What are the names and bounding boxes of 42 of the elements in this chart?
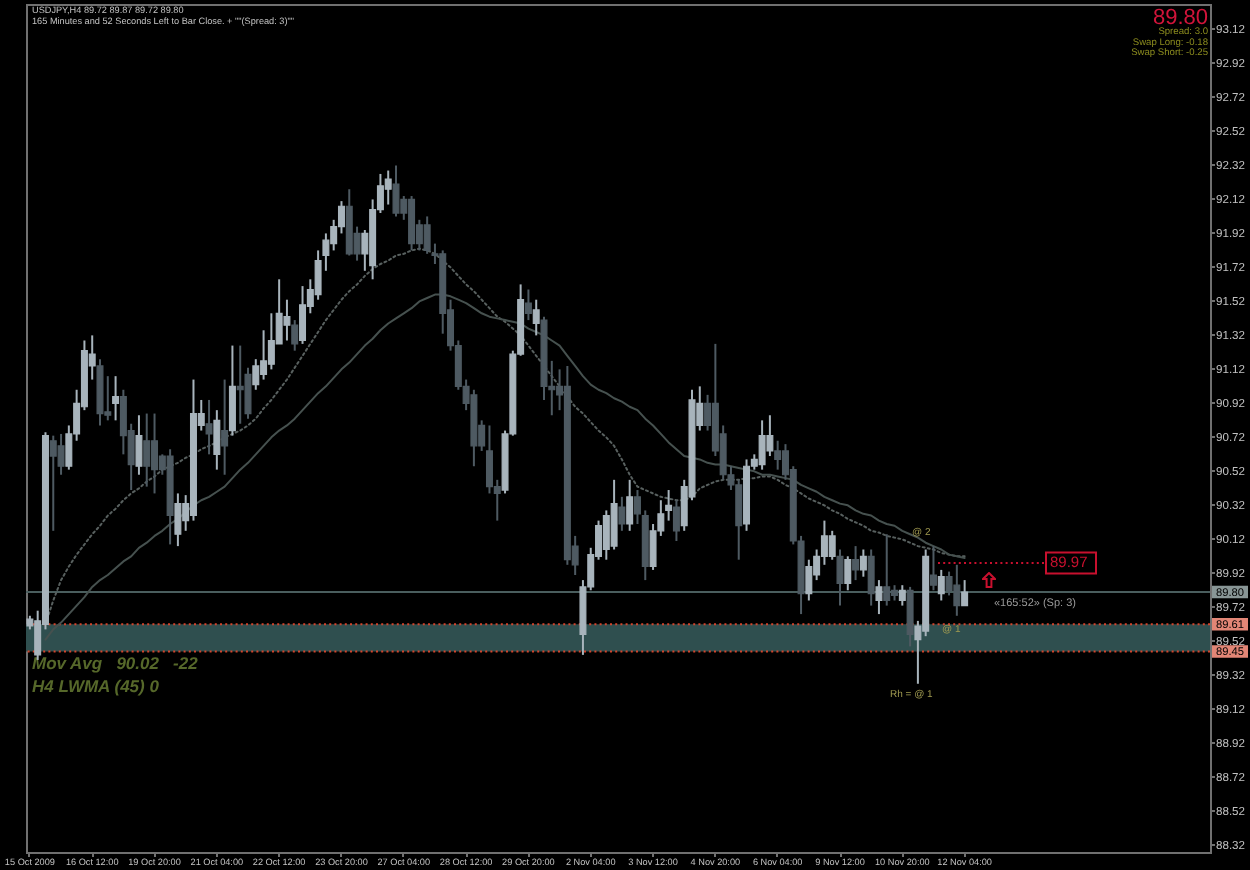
candlestick bbox=[524, 288, 532, 322]
candlestick bbox=[151, 412, 159, 495]
candlestick bbox=[828, 529, 836, 561]
candlestick bbox=[291, 319, 299, 352]
candlestick bbox=[49, 434, 57, 532]
candlestick bbox=[112, 375, 120, 422]
candlestick bbox=[205, 398, 213, 456]
candlestick bbox=[96, 358, 104, 427]
candlestick bbox=[626, 478, 634, 532]
candlestick bbox=[345, 188, 353, 257]
annotation: 89.80 bbox=[1152, 6, 1208, 30]
candlestick bbox=[758, 419, 766, 471]
candlestick bbox=[898, 584, 906, 607]
candlestick bbox=[852, 545, 860, 582]
candlestick bbox=[532, 298, 540, 337]
candlestick bbox=[143, 412, 151, 488]
line-series bbox=[44, 293, 966, 641]
candlestick bbox=[618, 495, 626, 532]
candlestick bbox=[774, 439, 782, 471]
candlestick bbox=[672, 499, 680, 543]
candlestick bbox=[610, 478, 618, 551]
candlestick bbox=[57, 432, 65, 476]
candlestick bbox=[283, 298, 291, 342]
candlestick bbox=[875, 579, 883, 616]
candlestick bbox=[937, 568, 945, 602]
candlestick bbox=[844, 555, 852, 592]
candlestick bbox=[213, 409, 221, 471]
candlestick bbox=[174, 492, 182, 548]
annotation: H4 LWMA (45) 0 bbox=[32, 676, 160, 696]
annotation: Mov Avg 90.02 -22 bbox=[32, 653, 199, 673]
candlestick bbox=[135, 414, 143, 476]
candlestick bbox=[766, 414, 774, 458]
candlestick bbox=[392, 164, 400, 218]
candlestick bbox=[236, 344, 244, 425]
candlestick bbox=[252, 358, 260, 391]
candlestick bbox=[805, 558, 813, 602]
candlestick bbox=[859, 548, 867, 578]
candlestick bbox=[221, 378, 229, 476]
candlestick bbox=[961, 579, 969, 607]
candlestick bbox=[384, 169, 392, 206]
candlestick bbox=[299, 285, 307, 345]
candlestick bbox=[228, 344, 236, 437]
